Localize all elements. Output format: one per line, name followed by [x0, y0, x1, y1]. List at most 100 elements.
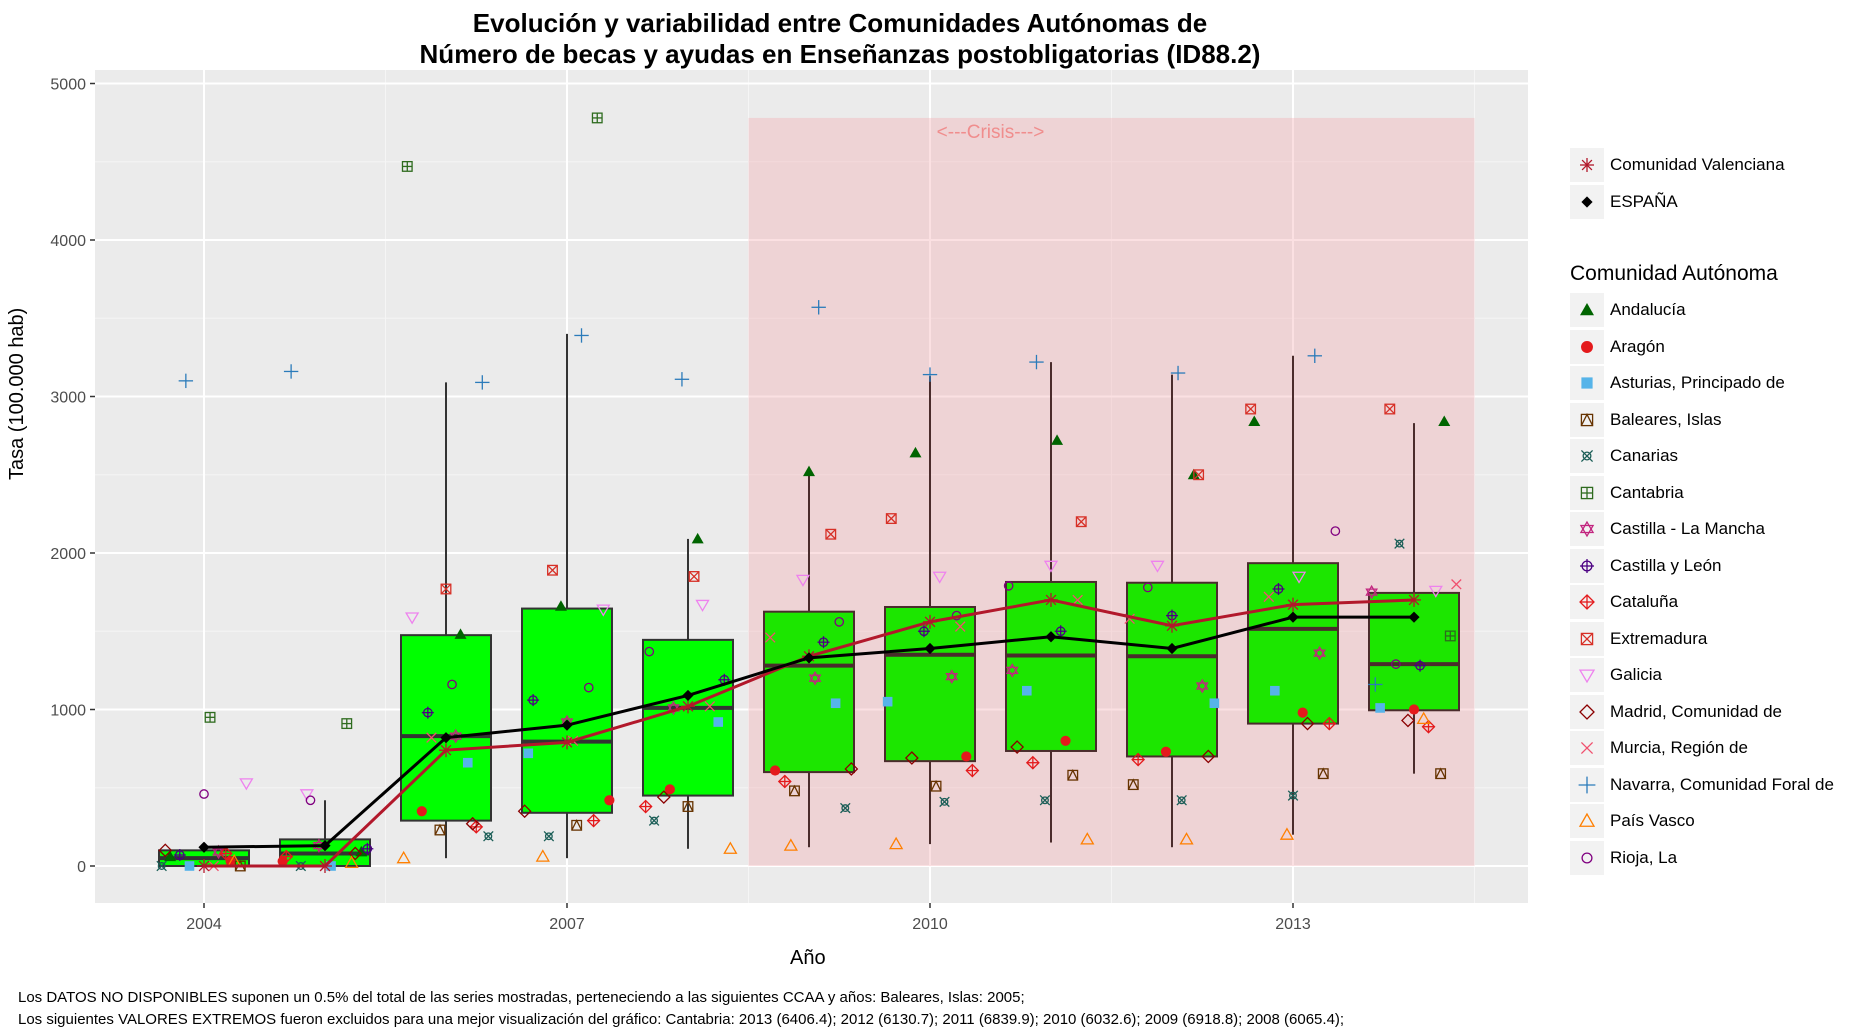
data-point-asturias-principado-de: [1270, 685, 1280, 696]
data-point-catalu-a: [279, 849, 294, 864]
data-point-extremadura: [1384, 403, 1396, 415]
data-point-asturias-principado-de: [1022, 685, 1032, 696]
legend-item: Aragón: [1570, 329, 1834, 366]
crisis-region: [748, 117, 1475, 867]
data-point-navarra-comunidad-foral-de: [178, 373, 194, 389]
data-point-cantabria: [204, 711, 216, 723]
data-point-castilla-y-le-n: [917, 625, 930, 638]
data-point-castilla-la-mancha: [1005, 663, 1019, 678]
data-point-castilla-y-le-n: [817, 636, 830, 649]
data-point-murcia-regi-n-de: [954, 621, 966, 632]
data-point-rioja-la: [447, 679, 457, 690]
series-point-comunidad-valenciana: [318, 859, 332, 873]
plus-marker-icon: [1578, 776, 1596, 794]
data-point-castilla-la-mancha: [1365, 584, 1378, 600]
data-point-asturias-principado-de: [713, 717, 724, 727]
legend-label: Cataluña: [1610, 592, 1679, 612]
data-point-extremadura: [825, 528, 837, 540]
box-iqr: [1247, 562, 1339, 725]
data-point-pa-s-vasco: [888, 836, 904, 850]
legend-label: Aragón: [1610, 336, 1665, 356]
box-iqr: [763, 610, 855, 774]
data-point-catalu-a: [1025, 755, 1040, 770]
data-point-galicia: [1150, 560, 1165, 573]
data-point-asturias-principado-de: [882, 696, 893, 707]
legend-label: Cantabria: [1610, 482, 1684, 502]
data-point-rioja-la: [305, 795, 316, 806]
data-point-andaluc-a: [454, 628, 467, 639]
legend-reference-series: Comunidad Valenciana ESPAÑA: [1570, 147, 1785, 220]
data-point-castilla-y-le-n: [361, 842, 374, 855]
y-tick-label: 3000: [50, 390, 86, 407]
data-point-canarias: [1287, 790, 1299, 801]
data-point-navarra-comunidad-foral-de: [1029, 354, 1044, 370]
series-point-espa-a: [803, 652, 815, 664]
extreme-values-note: Los siguientes VALORES EXTREMOS fueron e…: [18, 1011, 1345, 1028]
data-point-baleares-islas: [1317, 767, 1329, 780]
series-point-espa-a: [682, 689, 694, 702]
legend-label: Castilla - La Mancha: [1610, 519, 1765, 539]
data-point-castilla-y-le-n: [1054, 625, 1067, 638]
y-tick-label: 2000: [50, 546, 86, 563]
star-david-marker-icon: [1579, 520, 1595, 538]
data-point-murcia-regi-n-de: [1072, 594, 1083, 606]
data-point-canarias: [1394, 538, 1405, 549]
chart-title-line-2: Número de becas y ayudas en Enseñanzas p…: [419, 39, 1261, 69]
missing-data-note: Los DATOS NO DISPONIBLES suponen un 0.5%…: [18, 989, 1025, 1006]
legend-label: Andalucía: [1610, 300, 1686, 320]
diamond-open-marker-icon: [1579, 703, 1595, 720]
data-point-baleares-islas: [682, 800, 694, 812]
data-point-murcia-regi-n-de: [704, 701, 716, 712]
data-point-catalu-a: [586, 813, 601, 828]
legend-item: Asturias, Principado de: [1570, 365, 1834, 402]
data-point-arag-n: [277, 856, 288, 867]
x-tick-label: 2013: [1275, 916, 1311, 933]
data-point-catalu-a: [1421, 719, 1436, 734]
data-point-andaluc-a: [554, 600, 567, 611]
series-point-comunidad-valenciana: [197, 859, 211, 873]
data-point-rioja-la: [1330, 526, 1341, 536]
square-filled-marker-icon: [1581, 377, 1593, 389]
series-point-espa-a: [1408, 611, 1420, 623]
data-point-galicia: [1428, 585, 1443, 598]
data-point-andaluc-a: [909, 446, 922, 458]
data-point-arag-n: [1160, 746, 1172, 757]
circle-filled-marker-icon: [1581, 340, 1593, 353]
data-point-galicia: [239, 778, 254, 791]
data-point-castilla-y-le-n: [527, 694, 540, 707]
series-point-comunidad-valenciana: [923, 614, 937, 629]
y-tick-label: 4000: [50, 233, 86, 250]
data-point-pa-s-vasco: [783, 838, 798, 851]
data-point-extremadura: [547, 564, 558, 576]
data-point-galicia: [932, 571, 947, 584]
data-point-arag-n: [1297, 707, 1308, 718]
data-point-canarias: [156, 860, 167, 872]
data-point-canarias: [483, 831, 494, 842]
data-point-rioja-la: [834, 617, 845, 627]
data-point-navarra-comunidad-foral-de: [574, 328, 589, 343]
data-point-asturias-principado-de: [462, 757, 473, 768]
chart-title-line-1: Evolución y variabilidad entre Comunidad…: [472, 8, 1208, 38]
data-point-castilla-y-le-n: [1272, 582, 1285, 595]
series-point-comunidad-valenciana: [1165, 618, 1179, 633]
data-point-catalu-a: [218, 846, 233, 861]
data-point-baleares-islas: [434, 823, 446, 836]
series-point-espa-a: [319, 840, 331, 852]
series-point-comunidad-valenciana: [560, 735, 574, 750]
box-iqr: [1005, 580, 1097, 752]
data-point-murcia-regi-n-de: [1263, 591, 1275, 603]
data-point-murcia-regi-n-de: [1451, 579, 1462, 590]
box-iqr: [884, 605, 976, 763]
legend-label: Murcia, Región de: [1610, 738, 1748, 758]
legend-item: Castilla - La Mancha: [1570, 511, 1834, 548]
legend-label: Madrid, Comunidad de: [1610, 701, 1782, 721]
legend-item: Madrid, Comunidad de: [1570, 694, 1834, 731]
triangle-filled-marker-icon: [1580, 303, 1594, 316]
data-point-baleares-islas: [1127, 778, 1139, 791]
data-point-arag-n: [961, 751, 972, 762]
data-point-arag-n: [604, 795, 615, 806]
series-point-espa-a: [1287, 611, 1299, 623]
data-point-navarra-comunidad-foral-de: [475, 375, 490, 390]
data-point-madrid-comunidad-de: [904, 751, 919, 765]
